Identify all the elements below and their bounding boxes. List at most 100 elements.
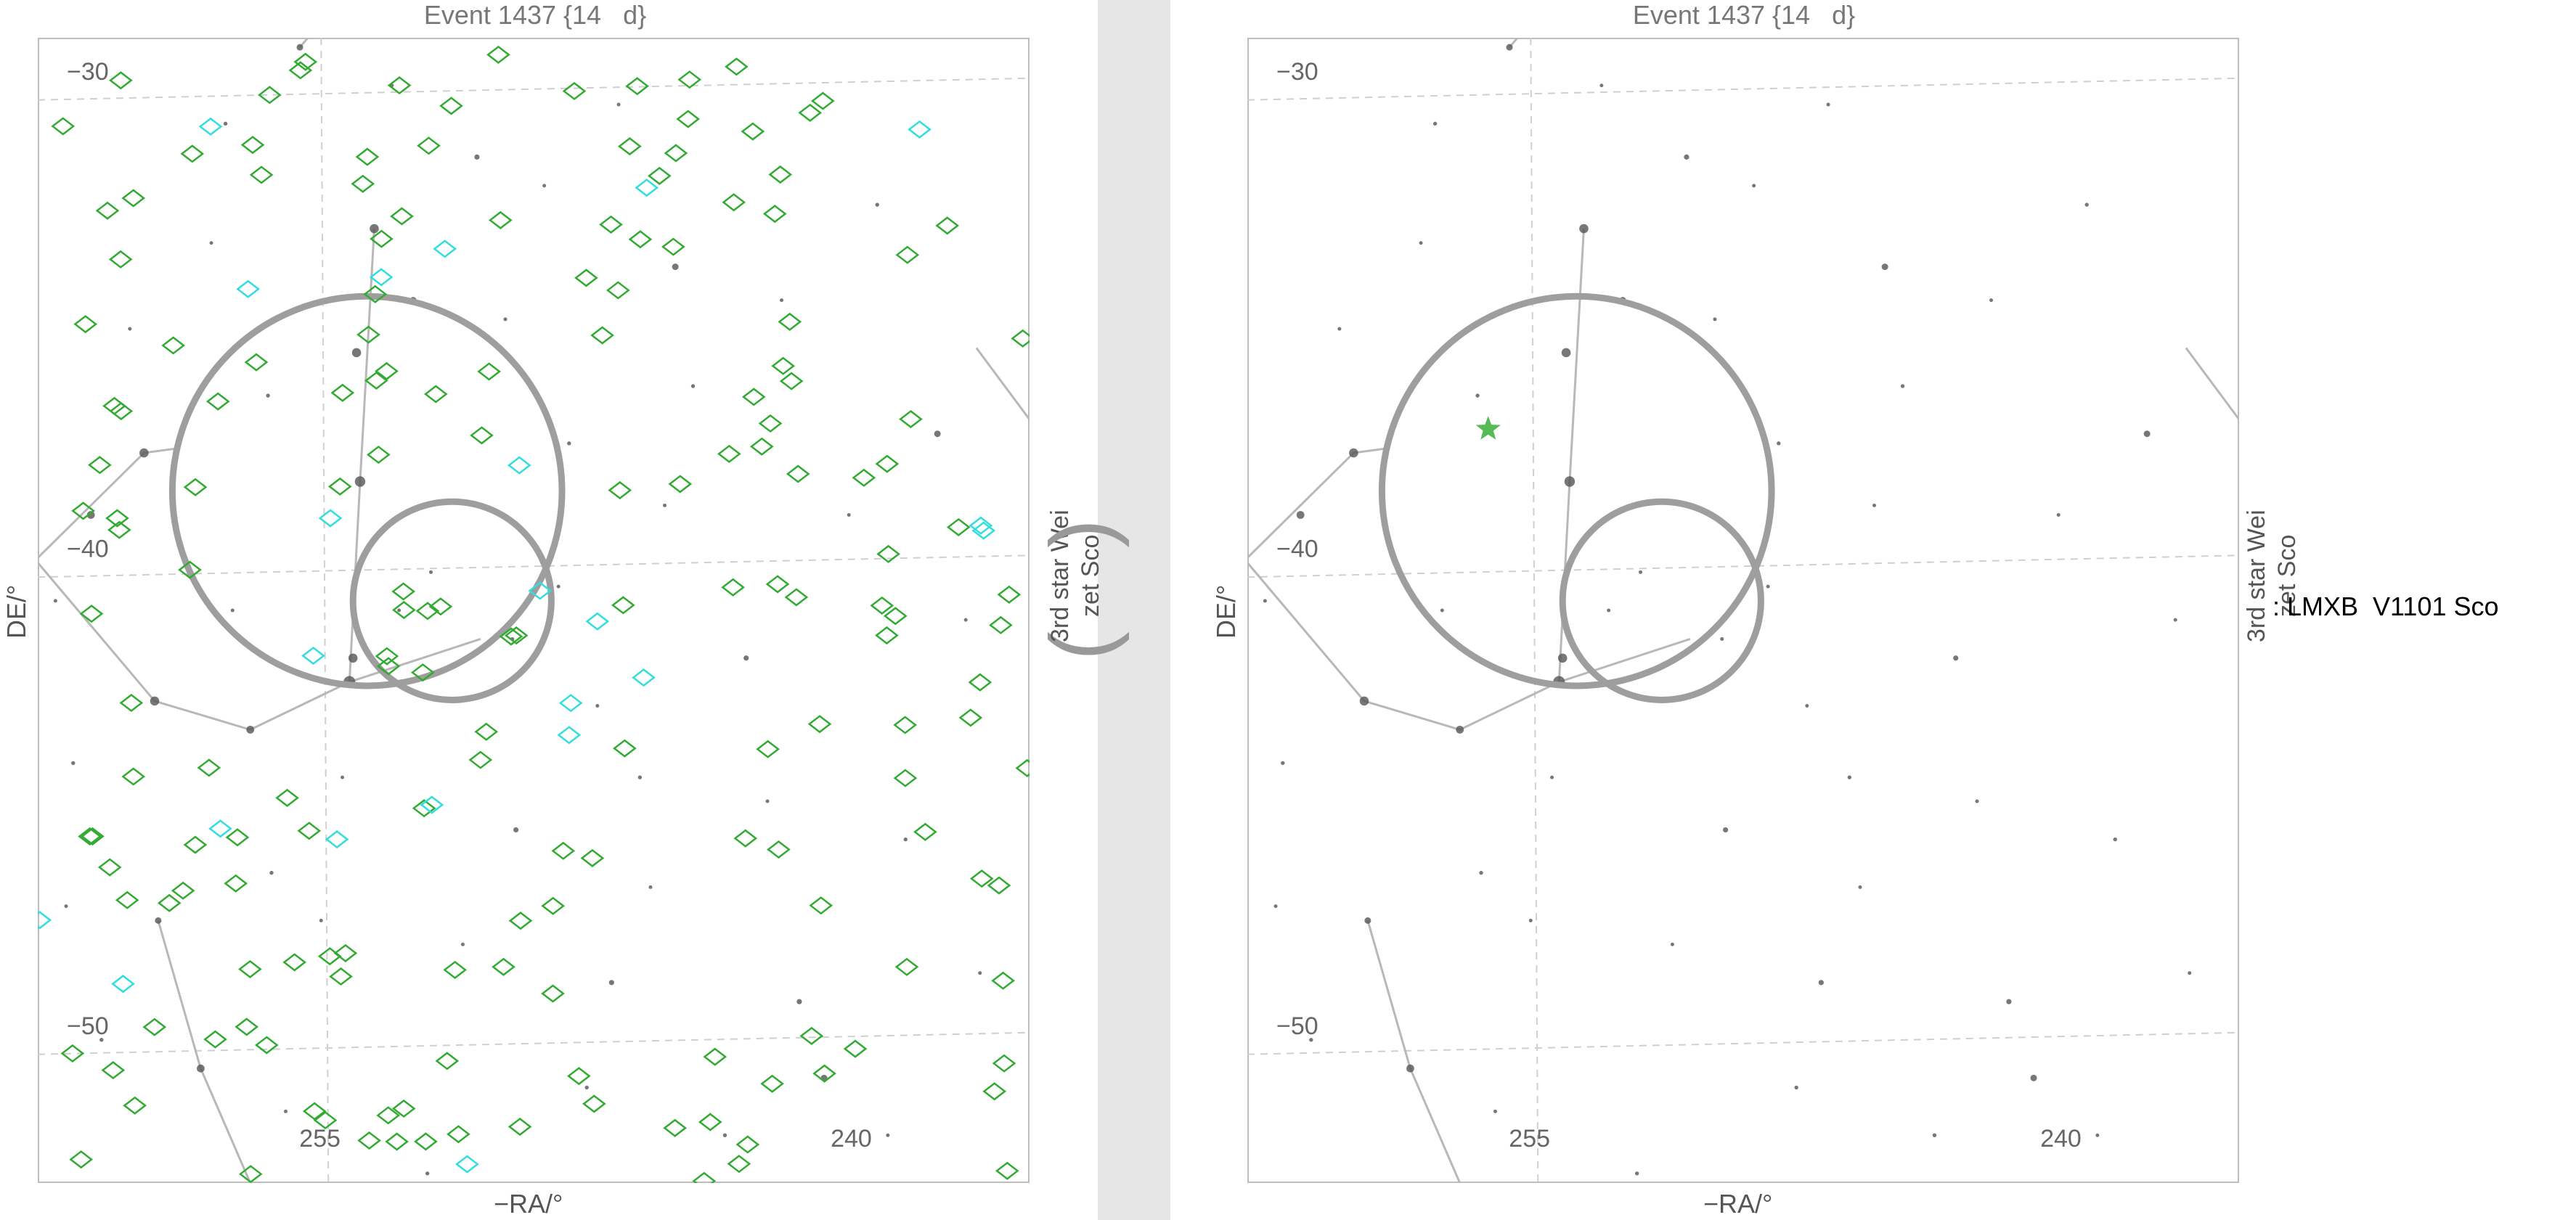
star-point xyxy=(1818,980,1824,986)
source-diamond xyxy=(632,668,656,687)
y-tick-label: −30 xyxy=(67,58,109,86)
source-diamond xyxy=(721,578,745,597)
star-point xyxy=(1349,448,1358,458)
star-point xyxy=(2056,513,2061,517)
source-diamond xyxy=(420,795,444,814)
source-diamond xyxy=(760,1074,784,1093)
source-diamond xyxy=(958,708,983,727)
source-diamond xyxy=(71,501,95,520)
source-diamond xyxy=(499,627,523,646)
star-point xyxy=(513,827,519,833)
source-diamond xyxy=(224,874,248,893)
constellation-line xyxy=(975,347,1030,420)
star-point xyxy=(1281,761,1285,766)
grid-line-dec xyxy=(38,77,1030,101)
source-diamond xyxy=(727,1155,751,1174)
constellation-line xyxy=(1558,638,1691,684)
star-point xyxy=(2188,971,2192,975)
star-point xyxy=(1579,224,1589,234)
source-diamond xyxy=(376,657,401,676)
source-diamond xyxy=(582,1094,606,1113)
star-point xyxy=(2113,837,2117,842)
source-diamond xyxy=(488,210,513,229)
x-tick-label: 240 xyxy=(2040,1125,2082,1153)
star-point xyxy=(1506,44,1513,51)
star-point xyxy=(1881,263,1888,271)
star-point xyxy=(765,799,770,803)
source-diamond xyxy=(366,445,391,464)
source-diamond xyxy=(330,383,355,402)
source-diamond xyxy=(935,216,960,235)
source-diamond xyxy=(717,444,741,463)
source-diamond xyxy=(676,110,701,128)
source-diamond xyxy=(968,673,993,692)
source-diamond xyxy=(599,215,623,234)
source-diamond xyxy=(852,468,876,487)
source-diamond xyxy=(893,769,918,787)
star-point xyxy=(934,430,941,438)
lmxb-star-marker xyxy=(1475,416,1501,440)
source-diamond xyxy=(142,1018,167,1036)
source-diamond xyxy=(364,371,388,390)
star-point xyxy=(1564,476,1576,487)
grid-line-dec xyxy=(1247,1031,2239,1055)
star-point xyxy=(1872,503,1877,507)
source-diamond xyxy=(722,193,746,212)
source-diamond xyxy=(60,1044,85,1063)
source-diamond xyxy=(355,147,380,166)
star-point xyxy=(1479,870,1483,875)
star-point xyxy=(128,327,132,331)
star-point xyxy=(1263,599,1267,603)
source-diamond xyxy=(433,240,457,258)
source-diamond xyxy=(982,1082,1007,1101)
star-point xyxy=(1752,184,1756,188)
source-diamond xyxy=(468,750,493,769)
source-diamond xyxy=(551,841,576,860)
source-diamond xyxy=(356,325,380,344)
source-diamond xyxy=(477,362,501,381)
source-diamond xyxy=(369,268,394,287)
star-point xyxy=(595,704,600,708)
star-point xyxy=(1607,608,1611,613)
source-diamond xyxy=(894,957,919,976)
source-diamond xyxy=(254,1036,279,1055)
source-diamond xyxy=(997,585,1022,604)
source-diamond xyxy=(778,312,802,331)
source-diamond xyxy=(275,788,299,807)
source-diamond xyxy=(798,103,823,122)
left-plot-frame xyxy=(38,38,1030,1183)
grid-line-dec xyxy=(1247,77,2239,101)
x-tick-label: 255 xyxy=(299,1125,341,1153)
source-diamond xyxy=(647,166,672,185)
source-diamond xyxy=(327,477,352,496)
source-diamond xyxy=(333,943,358,962)
source-diamond xyxy=(756,740,780,758)
source-diamond xyxy=(240,136,265,155)
source-diamond xyxy=(205,392,230,411)
star-point xyxy=(1975,799,1979,803)
star-point xyxy=(1550,775,1554,779)
source-diamond xyxy=(203,1030,227,1049)
star-point xyxy=(223,121,228,126)
source-diamond xyxy=(318,509,343,528)
star-point xyxy=(1493,1109,1497,1113)
source-diamond xyxy=(585,612,610,631)
star-point xyxy=(2143,430,2151,438)
source-diamond xyxy=(875,454,900,473)
y-tick-label: −30 xyxy=(1276,58,1318,86)
source-diamond xyxy=(608,480,632,500)
source-diamond xyxy=(987,876,1011,895)
source-diamond xyxy=(664,144,688,163)
grid-line-dec xyxy=(38,554,1030,578)
star-point xyxy=(637,775,643,779)
source-diamond xyxy=(504,626,529,645)
source-diamond xyxy=(733,829,758,848)
star-point xyxy=(1561,348,1571,358)
star-point xyxy=(663,503,667,507)
star-point xyxy=(429,570,433,574)
star-point xyxy=(2084,202,2089,207)
source-diamond xyxy=(238,1165,263,1183)
source-diamond xyxy=(580,848,605,868)
source-diamond xyxy=(668,475,693,494)
source-diamond xyxy=(197,758,221,777)
